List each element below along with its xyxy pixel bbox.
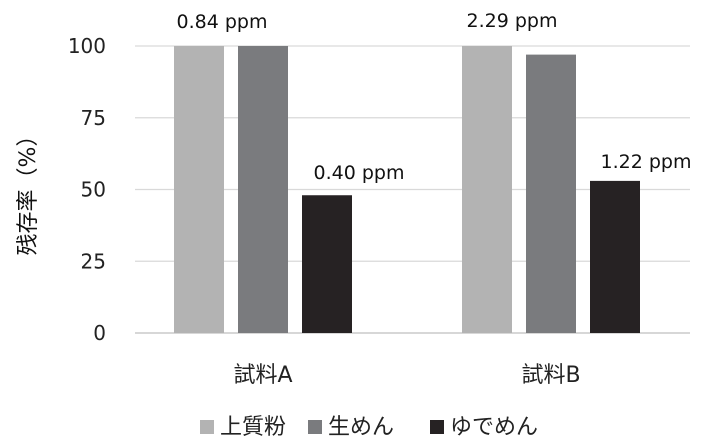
data-annotation: 2.29 ppm [467,10,558,32]
y-tick-label: 0 [93,321,106,345]
legend-swatch [430,420,444,434]
x-axis-categories: 試料A 試料B [233,363,580,388]
legend: 上質粉 生めん ゆでめん [200,415,538,440]
y-tick-label: 75 [81,106,106,130]
x-category-label: 試料A [233,363,292,388]
legend-label: 上質粉 [220,415,286,440]
y-axis-ticks: 0 25 50 75 100 [68,34,106,345]
bar [238,46,288,333]
x-category-label: 試料B [521,363,580,388]
bar [174,46,224,333]
bar [526,54,576,334]
data-annotation: 0.40 ppm [314,162,405,184]
bar [302,195,352,333]
legend-swatch [200,420,214,434]
bars [174,46,640,334]
legend-label: ゆでめん [450,415,538,440]
bar [590,180,640,333]
legend-label: 生めん [328,415,394,440]
data-annotation: 0.84 ppm [177,11,268,33]
data-annotations: 0.84 ppm 0.40 ppm 2.29 ppm 1.22 ppm [177,10,692,184]
y-tick-label: 25 [81,249,106,273]
legend-swatch [308,420,322,434]
y-tick-label: 50 [81,178,106,202]
data-annotation: 1.22 ppm [601,151,692,173]
bar [462,46,512,333]
y-tick-label: 100 [68,34,106,58]
y-axis-label: 残存率（%） [16,125,41,256]
